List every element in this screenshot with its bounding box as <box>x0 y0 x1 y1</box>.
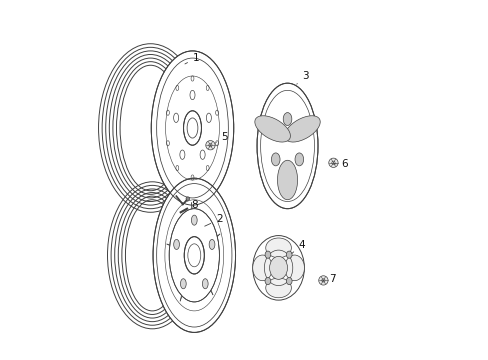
Ellipse shape <box>151 51 233 205</box>
Ellipse shape <box>209 239 214 249</box>
Ellipse shape <box>328 158 337 167</box>
Ellipse shape <box>184 237 204 274</box>
Ellipse shape <box>183 111 201 145</box>
Ellipse shape <box>191 215 197 225</box>
Text: 7: 7 <box>322 274 335 284</box>
Ellipse shape <box>294 153 303 166</box>
Ellipse shape <box>169 209 219 302</box>
Ellipse shape <box>153 178 235 332</box>
Ellipse shape <box>254 116 290 142</box>
Text: 1: 1 <box>184 53 199 64</box>
Ellipse shape <box>271 153 280 166</box>
Ellipse shape <box>284 255 304 281</box>
Text: 3: 3 <box>296 71 308 84</box>
Text: 6: 6 <box>333 159 347 169</box>
Ellipse shape <box>252 255 272 281</box>
Ellipse shape <box>202 279 208 289</box>
Ellipse shape <box>264 278 270 285</box>
Ellipse shape <box>286 251 291 258</box>
Ellipse shape <box>205 140 215 150</box>
Ellipse shape <box>277 160 297 200</box>
Text: 5: 5 <box>216 132 227 143</box>
Ellipse shape <box>284 116 320 142</box>
Ellipse shape <box>173 239 179 249</box>
Ellipse shape <box>252 235 304 300</box>
Ellipse shape <box>283 113 291 126</box>
Ellipse shape <box>180 279 186 289</box>
Ellipse shape <box>257 83 317 209</box>
Text: 4: 4 <box>291 239 305 253</box>
Ellipse shape <box>269 256 287 279</box>
Ellipse shape <box>318 276 327 285</box>
Text: 2: 2 <box>204 215 222 226</box>
Ellipse shape <box>265 278 291 298</box>
Ellipse shape <box>185 197 189 201</box>
Ellipse shape <box>265 238 291 258</box>
Ellipse shape <box>264 251 270 258</box>
Text: 8: 8 <box>185 200 197 211</box>
Ellipse shape <box>286 278 291 285</box>
